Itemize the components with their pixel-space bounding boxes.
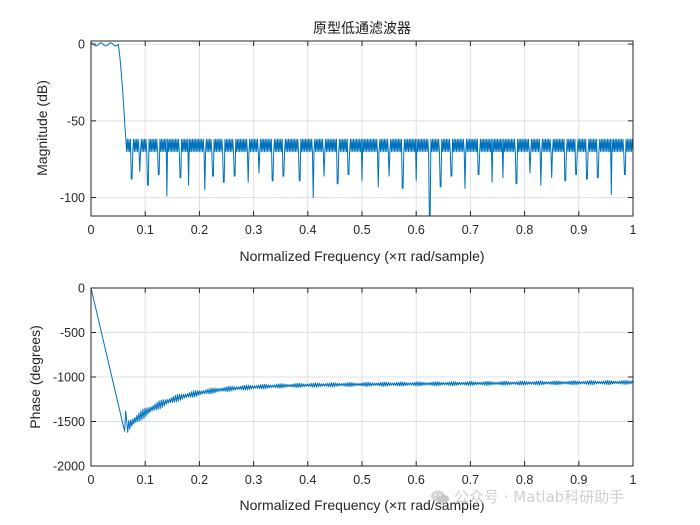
wechat-icon — [431, 490, 449, 503]
x-tick-label: 0.3 — [245, 473, 262, 487]
phase-line — [90, 287, 634, 433]
data-series — [90, 287, 634, 433]
x-tick-label: 0.3 — [245, 223, 262, 237]
tick-labels: 0 0.1 0.2 0.3 0.4 0.5 0.6 0.7 0.8 0.9 1 0 -500 -1000 -… — [53, 282, 637, 488]
y-tick-label: -2000 — [53, 460, 85, 474]
x-tick-label: 0 — [88, 223, 95, 237]
x-axis-label: Normalized Frequency (×π rad/sample) — [239, 497, 484, 513]
grid — [91, 288, 633, 466]
data-series — [90, 42, 634, 217]
tick-labels: 0 0.1 0.2 0.3 0.4 0.5 0.6 0.7 0.8 0.9 1 0 -50 -100 — [60, 38, 637, 237]
x-tick-label: 0.1 — [137, 473, 154, 487]
y-tick-label: -50 — [67, 114, 85, 128]
x-tick-label: 0.4 — [299, 473, 316, 487]
magnitude-line — [90, 42, 634, 217]
grid — [91, 41, 633, 216]
x-tick-label: 0.9 — [570, 473, 587, 487]
x-tick-label: 1 — [630, 473, 637, 487]
x-tick-label: 0.8 — [516, 223, 533, 237]
y-tick-label: 0 — [78, 38, 85, 52]
watermark: 公众号 · Matlab科研助手 — [430, 486, 624, 507]
y-tick-label: 0 — [78, 282, 85, 296]
plot-frame — [90, 287, 634, 467]
x-tick-label: 0.6 — [408, 473, 425, 487]
y-tick-label: -100 — [60, 191, 85, 205]
x-tick-label: 0.5 — [353, 473, 370, 487]
x-axis-label: Normalized Frequency (×π rad/sample) — [239, 248, 484, 264]
phase-chart: 0 0.1 0.2 0.3 0.4 0.5 0.6 0.7 0.8 0.9 1 0 -500 -1000 -… — [27, 282, 637, 514]
x-tick-label: 0.7 — [462, 473, 479, 487]
y-tick-label: -500 — [60, 326, 85, 340]
y-tick-label: -1500 — [53, 415, 85, 429]
x-tick-label: 0 — [88, 473, 95, 487]
x-tick-label: 0.2 — [191, 473, 208, 487]
x-tick-label: 1 — [630, 223, 637, 237]
y-axis-label: Phase (degrees) — [27, 325, 43, 429]
chart-title: 原型低通滤波器 — [313, 21, 411, 37]
x-tick-label: 0.1 — [137, 223, 154, 237]
y-tick-label: -1000 — [53, 371, 85, 385]
plot-frame — [90, 40, 634, 217]
x-tick-label: 0.4 — [299, 223, 316, 237]
x-tick-label: 0.9 — [570, 223, 587, 237]
x-tick-label: 0.7 — [462, 223, 479, 237]
y-axis-label: Magnitude (dB) — [34, 80, 50, 176]
x-tick-label: 0.6 — [408, 223, 425, 237]
x-tick-label: 0.2 — [191, 223, 208, 237]
watermark-text: 公众号 · Matlab科研助手 — [454, 488, 625, 506]
magnitude-chart: 原型低通滤波器 0 0.1 0.2 0.3 0.4 0.5 0.6 0.7 0.8 0.9 1 0 -5… — [34, 21, 637, 264]
x-tick-label: 0.5 — [353, 223, 370, 237]
x-tick-label: 0.8 — [516, 473, 533, 487]
